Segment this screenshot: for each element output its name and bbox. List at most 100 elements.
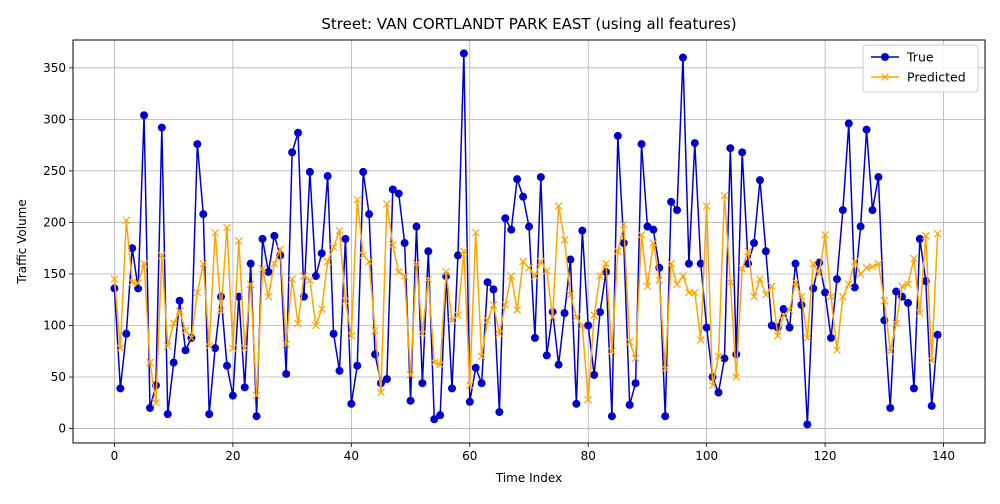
data-point bbox=[809, 259, 818, 268]
data-point bbox=[791, 259, 800, 268]
x-tick-label: 140 bbox=[932, 449, 955, 463]
data-point bbox=[246, 259, 255, 268]
data-point bbox=[868, 206, 877, 215]
data-point bbox=[904, 298, 913, 307]
data-point bbox=[933, 330, 942, 339]
data-point bbox=[471, 363, 480, 372]
data-point bbox=[394, 189, 403, 198]
data-point bbox=[637, 140, 646, 149]
data-point bbox=[797, 300, 806, 309]
data-point bbox=[667, 259, 676, 268]
x-tick-label: 0 bbox=[111, 449, 119, 463]
data-point bbox=[483, 316, 492, 325]
data-point bbox=[690, 288, 699, 297]
data-point bbox=[193, 140, 202, 149]
data-point bbox=[578, 321, 587, 330]
data-point bbox=[797, 292, 806, 301]
data-point bbox=[317, 249, 326, 258]
data-point bbox=[756, 275, 764, 284]
data-point bbox=[519, 257, 528, 266]
data-point bbox=[915, 234, 924, 243]
data-point bbox=[382, 199, 391, 208]
data-point bbox=[548, 313, 557, 322]
data-point bbox=[157, 123, 166, 132]
data-point bbox=[596, 308, 605, 317]
data-point bbox=[690, 139, 699, 148]
data-point bbox=[619, 220, 628, 229]
y-tick-label: 300 bbox=[43, 112, 66, 126]
data-point bbox=[448, 384, 457, 393]
data-point bbox=[536, 173, 545, 182]
data-point bbox=[631, 354, 640, 363]
data-point bbox=[288, 275, 297, 284]
data-point bbox=[904, 280, 912, 289]
data-point bbox=[821, 230, 830, 239]
data-point bbox=[187, 333, 196, 342]
data-point bbox=[631, 379, 640, 388]
data-point bbox=[140, 111, 149, 120]
data-point bbox=[181, 346, 190, 355]
y-tick-label: 150 bbox=[43, 267, 66, 281]
chart-title: Street: VAN CORTLANDT PARK EAST (using a… bbox=[321, 15, 736, 33]
data-point bbox=[761, 247, 770, 256]
data-point bbox=[714, 352, 723, 361]
series-layer bbox=[110, 49, 942, 429]
data-point bbox=[252, 412, 261, 421]
data-point bbox=[898, 282, 907, 291]
data-point bbox=[258, 234, 267, 243]
data-point bbox=[684, 259, 693, 268]
data-point bbox=[300, 272, 308, 280]
data-point bbox=[394, 267, 403, 276]
data-point bbox=[542, 351, 551, 360]
data-point bbox=[359, 251, 368, 260]
data-point bbox=[222, 361, 231, 370]
x-tick-label: 60 bbox=[462, 449, 477, 463]
data-point bbox=[323, 172, 332, 181]
data-point bbox=[566, 255, 575, 264]
data-point bbox=[211, 344, 220, 353]
data-point bbox=[228, 391, 237, 400]
data-point bbox=[430, 358, 439, 367]
data-point bbox=[400, 272, 409, 280]
data-point bbox=[844, 280, 853, 289]
data-point bbox=[353, 195, 362, 204]
data-point bbox=[353, 361, 362, 370]
data-point bbox=[844, 119, 853, 128]
data-point bbox=[613, 247, 622, 256]
data-point bbox=[240, 344, 249, 353]
plot-frame bbox=[72, 39, 986, 444]
data-point bbox=[436, 411, 445, 420]
data-point bbox=[377, 388, 385, 397]
data-point bbox=[116, 344, 125, 353]
data-point bbox=[228, 344, 237, 353]
data-point bbox=[234, 237, 243, 245]
data-point bbox=[584, 395, 593, 404]
data-point bbox=[134, 284, 143, 293]
data-point bbox=[679, 272, 687, 280]
data-point bbox=[927, 401, 936, 410]
series-predicted bbox=[110, 191, 942, 407]
data-point bbox=[246, 280, 255, 289]
data-point bbox=[554, 202, 563, 210]
data-point bbox=[128, 244, 137, 253]
data-point bbox=[684, 288, 693, 297]
data-point bbox=[264, 292, 273, 301]
data-point bbox=[454, 311, 462, 320]
data-point bbox=[311, 272, 320, 281]
data-point bbox=[696, 336, 705, 344]
data-point bbox=[513, 306, 522, 314]
data-point bbox=[791, 278, 800, 287]
data-point bbox=[921, 231, 930, 240]
data-point bbox=[927, 356, 936, 365]
data-point bbox=[371, 326, 379, 335]
data-point bbox=[714, 388, 723, 397]
data-point bbox=[169, 319, 178, 328]
data-point bbox=[909, 384, 918, 393]
data-point bbox=[886, 347, 895, 356]
legend-item-predicted: Predicted bbox=[871, 70, 966, 85]
data-point bbox=[495, 408, 504, 417]
data-point bbox=[862, 125, 871, 134]
data-point bbox=[625, 400, 634, 409]
data-point bbox=[400, 239, 409, 248]
